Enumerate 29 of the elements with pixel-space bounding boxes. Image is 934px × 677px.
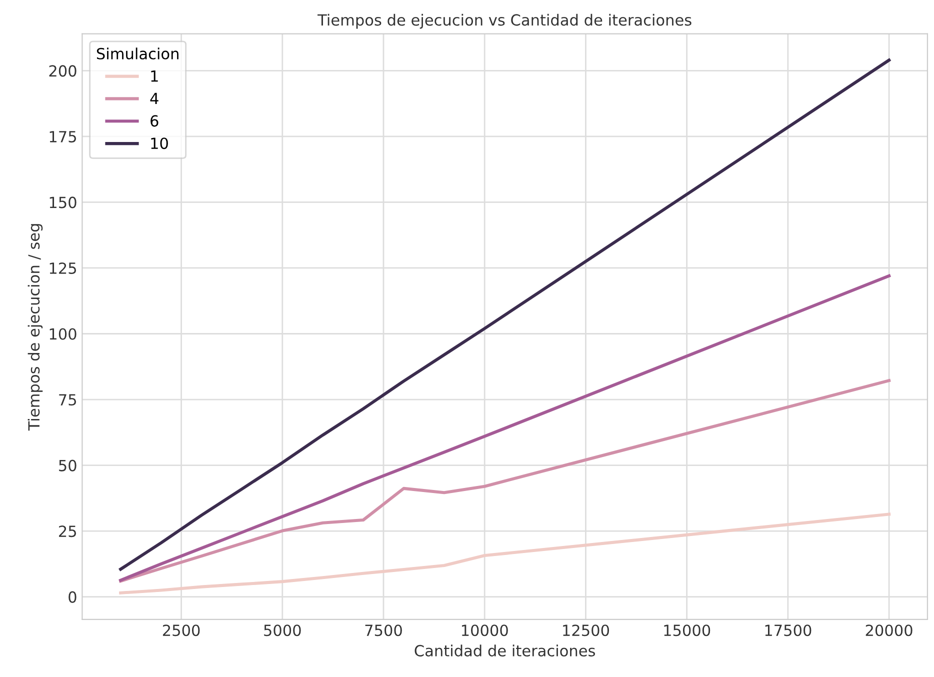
y-axis-title: Tiempos de ejecucion / seg (28, 224, 43, 431)
legend-label: 6 (150, 115, 158, 127)
legend-label: 10 (151, 138, 168, 150)
legend-title: Simulacion (96, 48, 178, 60)
line-series (119, 58, 891, 571)
x-tick-label: 20000 (866, 624, 912, 636)
x-tick-label: 10000 (462, 624, 508, 636)
line-series (119, 274, 891, 582)
x-tick-label: 15000 (664, 624, 710, 636)
y-tick-label: 25 (59, 526, 76, 538)
y-tick-label: 200 (49, 65, 76, 77)
y-tick-label: 150 (50, 196, 76, 208)
y-tick-label: 175 (50, 131, 76, 142)
y-tick-label: 125 (50, 262, 76, 274)
line-series (119, 512, 891, 594)
x-tick-label: 17500 (765, 624, 812, 636)
y-tick-label: 75 (59, 394, 76, 406)
legend-label: 4 (150, 92, 158, 104)
legend-label: 1 (151, 70, 158, 82)
y-tick-label: 100 (50, 328, 76, 340)
y-tick-label: 0 (68, 591, 76, 603)
x-axis-title: Cantidad de iteraciones (414, 644, 595, 656)
x-tick-label: 12500 (563, 624, 609, 636)
y-tick-label: 50 (59, 460, 76, 472)
x-tick-label: 5000 (264, 624, 301, 636)
x-tick-label: 7500 (365, 624, 402, 636)
x-tick-label: 2500 (162, 624, 200, 636)
line-series (119, 379, 891, 583)
chart-title: Tiempos de ejecucion vs Cantidad de iteraciones (318, 14, 692, 29)
